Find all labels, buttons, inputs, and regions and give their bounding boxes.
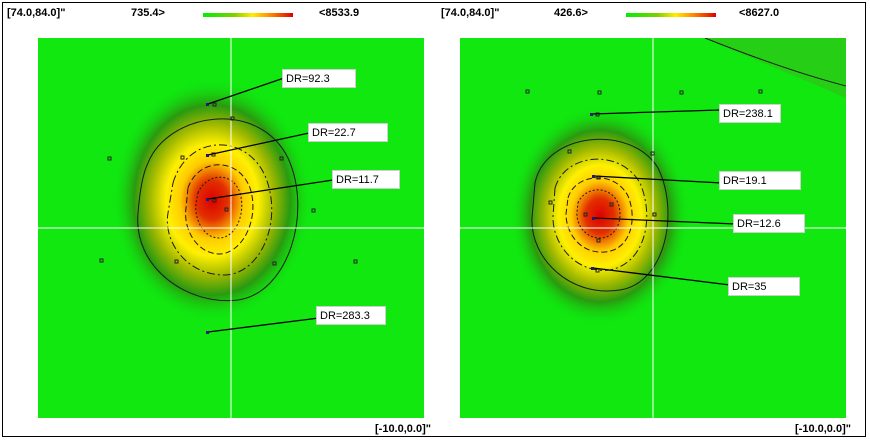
leader-anchor bbox=[206, 103, 209, 106]
leader-line bbox=[593, 217, 737, 225]
leader-line bbox=[207, 132, 310, 156]
sample-point bbox=[224, 207, 229, 212]
contour-line bbox=[166, 144, 273, 276]
leader-line bbox=[207, 317, 320, 333]
left-panel: [74.0,84.0]" 735.4> <8533.9 bbox=[3, 3, 435, 438]
sample-point bbox=[353, 259, 358, 264]
hotspot-left bbox=[112, 78, 312, 322]
heatmap-window: [74.0,84.0]" 735.4> <8533.9 bbox=[2, 2, 866, 437]
sample-point bbox=[583, 212, 588, 217]
contour-line bbox=[195, 176, 243, 239]
heatmap-right[interactable] bbox=[460, 38, 846, 418]
sample-point bbox=[174, 259, 179, 264]
sample-point bbox=[272, 261, 277, 266]
sample-point bbox=[107, 156, 112, 161]
leader-anchor bbox=[592, 175, 595, 178]
heatmap-left[interactable] bbox=[38, 38, 424, 418]
leader-anchor bbox=[591, 267, 594, 270]
bottom-coordinate-left: [-10.0,0.0]" bbox=[375, 423, 431, 435]
dr-label[interactable]: DR=283.3 bbox=[316, 306, 386, 325]
color-scale-bar-left bbox=[203, 13, 293, 17]
sample-point bbox=[279, 156, 284, 161]
contour-line bbox=[565, 177, 633, 253]
scale-min-left: 735.4> bbox=[131, 7, 165, 19]
sample-point bbox=[758, 89, 763, 94]
sample-point bbox=[180, 155, 185, 160]
bottom-coordinate-right: [-10.0,0.0]" bbox=[795, 423, 851, 435]
dr-label[interactable]: DR=12.6 bbox=[733, 214, 805, 233]
leader-anchor bbox=[206, 154, 209, 157]
sample-point bbox=[567, 149, 572, 154]
sample-point bbox=[596, 238, 601, 243]
leader-anchor bbox=[206, 198, 209, 201]
right-panel: [74.0,84.0]" 426.6> <8627.0 bbox=[431, 3, 863, 438]
sample-point bbox=[525, 89, 530, 94]
scale-max-left: <8533.9 bbox=[319, 7, 360, 19]
leader-line bbox=[593, 175, 723, 184]
sample-point bbox=[609, 202, 614, 207]
sample-point bbox=[212, 102, 217, 107]
leader-anchor bbox=[592, 217, 595, 220]
sample-point bbox=[99, 258, 104, 263]
sample-point bbox=[652, 212, 657, 217]
top-coordinate-left: [74.0,84.0]" bbox=[7, 7, 66, 19]
sample-point bbox=[650, 151, 655, 156]
dr-label[interactable]: DR=11.7 bbox=[332, 170, 400, 189]
sample-point bbox=[595, 112, 600, 117]
leader-line bbox=[590, 109, 721, 115]
dr-label[interactable]: DR=92.3 bbox=[282, 69, 356, 88]
leader-line bbox=[207, 77, 285, 105]
dr-label[interactable]: DR=35 bbox=[728, 277, 800, 296]
scale-max-right: <8627.0 bbox=[739, 7, 780, 19]
sample-point bbox=[311, 208, 316, 213]
contour-line bbox=[185, 164, 254, 255]
corner-shade bbox=[705, 38, 846, 98]
leader-line bbox=[207, 179, 334, 200]
sample-point bbox=[212, 198, 217, 203]
sample-point bbox=[230, 116, 235, 121]
dr-label[interactable]: DR=19.1 bbox=[719, 171, 801, 190]
contour-line bbox=[137, 118, 299, 302]
contour-line bbox=[531, 138, 669, 292]
sample-point bbox=[679, 90, 684, 95]
contour-line bbox=[704, 38, 846, 87]
sample-point bbox=[548, 200, 553, 205]
dr-label[interactable]: DR=238.1 bbox=[719, 104, 781, 123]
dr-label[interactable]: DR=22.7 bbox=[308, 123, 388, 142]
top-coordinate-right: [74.0,84.0]" bbox=[441, 7, 500, 19]
contour-line bbox=[552, 158, 648, 271]
sample-point bbox=[597, 90, 602, 95]
leader-anchor bbox=[590, 113, 593, 116]
leader-line bbox=[592, 267, 731, 286]
scale-min-right: 426.6> bbox=[554, 7, 588, 19]
color-scale-bar-right bbox=[626, 13, 716, 17]
heatmap-left-canvas bbox=[38, 38, 424, 418]
contour-line bbox=[576, 189, 621, 239]
leader-anchor bbox=[206, 331, 209, 334]
